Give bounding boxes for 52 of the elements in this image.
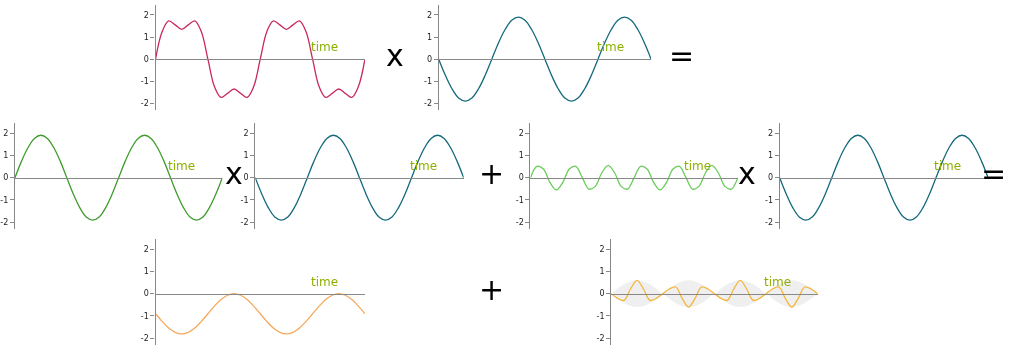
y-tick-label: 0 [426, 54, 433, 64]
y-tick-label: -1 [240, 195, 249, 205]
x-axis-title: time [764, 275, 792, 289]
y-tick-label: -2 [424, 99, 433, 109]
y-tick-label: 1 [518, 151, 524, 161]
y-tick-label: -2 [765, 218, 774, 228]
text: x [738, 156, 756, 191]
x-axis-title: time [311, 275, 339, 289]
y-tick-label: 1 [767, 151, 774, 161]
y-tick-label: -1 [765, 195, 774, 205]
y-tick-label: -2 [515, 218, 524, 228]
text: x [225, 156, 243, 191]
y-tick-label: -1 [140, 311, 149, 321]
text: = [669, 38, 695, 73]
y-tick-label: 1 [243, 151, 249, 161]
y-tick-label: -2 [140, 99, 149, 109]
y-tick-label: -2 [140, 334, 149, 344]
y-tick-label: -1 [0, 195, 9, 205]
y-tick-label: -1 [140, 77, 149, 87]
text: x [386, 38, 404, 73]
y-tick-label: -2 [240, 218, 249, 228]
y-tick-label: 1 [143, 32, 149, 42]
y-tick-label: 2 [143, 244, 149, 254]
y-tick-label: 1 [599, 267, 605, 277]
y-tick-label: -1 [515, 195, 524, 205]
y-tick-label: 1 [143, 267, 149, 277]
y-tick-label: 2 [243, 128, 249, 138]
y-tick-label: -1 [424, 77, 433, 87]
y-tick-label: 0 [767, 173, 774, 183]
x-axis-title: time [311, 40, 339, 54]
x-axis-title: time [168, 159, 196, 173]
y-tick-label: -2 [596, 334, 605, 344]
y-tick-label: 2 [426, 10, 433, 20]
y-tick-label: 2 [599, 244, 605, 254]
y-tick-label: 0 [143, 54, 149, 64]
y-tick-label: -1 [596, 311, 605, 321]
y-tick-label: 2 [767, 128, 774, 138]
y-tick-label: 0 [599, 289, 605, 299]
y-tick-label: 0 [143, 289, 149, 299]
text: + [479, 156, 505, 191]
y-tick-label: 2 [143, 10, 149, 20]
annotation: = [981, 156, 1007, 191]
text: + [479, 272, 505, 307]
y-tick-label: 1 [3, 151, 9, 161]
y-tick-label: 2 [518, 128, 524, 138]
y-tick-label: 0 [3, 173, 9, 183]
y-tick-label: 0 [518, 173, 524, 183]
y-tick-label: 0 [243, 173, 249, 183]
y-tick-label: 2 [3, 128, 9, 138]
y-tick-label: -2 [0, 218, 9, 228]
y-tick-label: 1 [426, 32, 433, 42]
x-axis-title: time [684, 159, 712, 173]
